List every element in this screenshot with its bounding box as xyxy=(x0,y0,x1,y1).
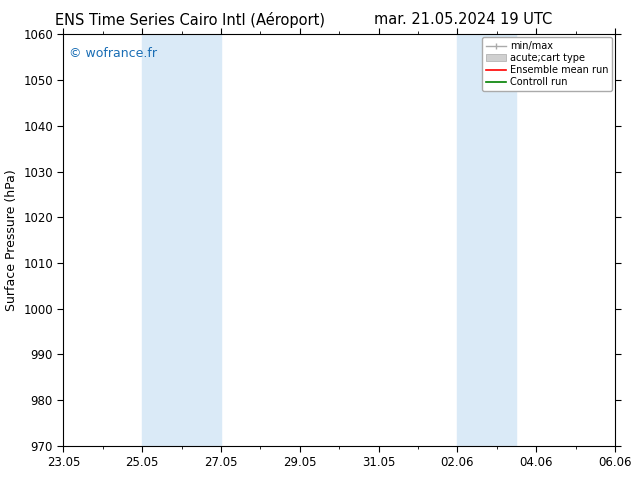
Bar xyxy=(142,34,221,446)
Y-axis label: Surface Pressure (hPa): Surface Pressure (hPa) xyxy=(4,169,18,311)
Text: © wofrance.fr: © wofrance.fr xyxy=(69,47,157,60)
Text: mar. 21.05.2024 19 UTC: mar. 21.05.2024 19 UTC xyxy=(373,12,552,27)
Bar xyxy=(457,34,517,446)
Legend: min/max, acute;cart type, Ensemble mean run, Controll run: min/max, acute;cart type, Ensemble mean … xyxy=(482,37,612,91)
Text: ENS Time Series Cairo Intl (Aéroport): ENS Time Series Cairo Intl (Aéroport) xyxy=(55,12,325,28)
